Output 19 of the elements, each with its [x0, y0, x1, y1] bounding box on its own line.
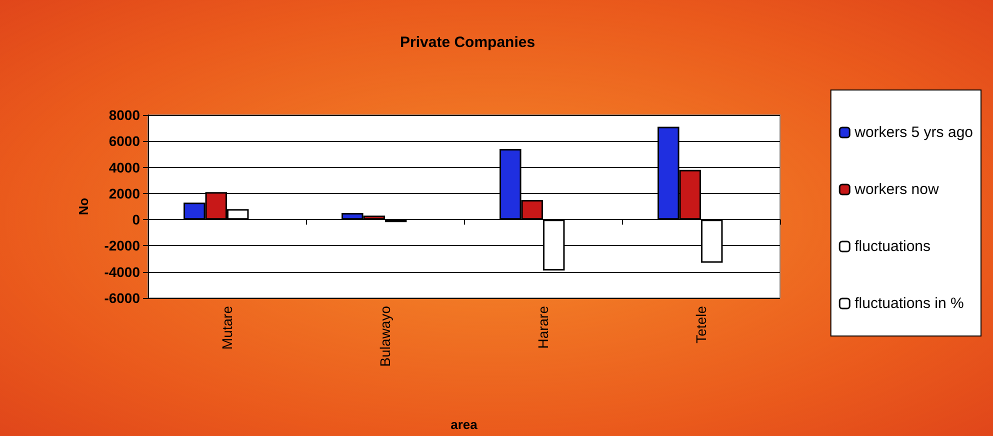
y-tick-label: -6000 — [104, 290, 140, 306]
legend-label: workers now — [854, 181, 939, 198]
legend-label: workers 5 yrs ago — [854, 124, 973, 141]
x-tick-label: Mutare — [219, 306, 235, 350]
y-tick-label: 6000 — [108, 133, 140, 150]
legend-label: fluctuations in % — [854, 295, 964, 312]
x-tick-label: Harare — [535, 306, 551, 349]
legend-label: fluctuations — [854, 238, 931, 255]
x-tick-label: Tetele — [693, 306, 709, 344]
y-tick-label: 8000 — [108, 107, 140, 123]
x-tick-label: Bulawayo — [377, 306, 393, 367]
x-axis-title: area — [450, 417, 478, 432]
y-tick-label: -2000 — [104, 238, 140, 254]
y-axis-title: No — [76, 198, 91, 216]
y-tick-label: 4000 — [108, 159, 140, 176]
y-tick-label: 2000 — [108, 185, 140, 202]
y-tick-label: 0 — [132, 212, 140, 228]
chart-title: Private Companies — [400, 34, 536, 51]
y-tick-label: -4000 — [104, 264, 140, 280]
